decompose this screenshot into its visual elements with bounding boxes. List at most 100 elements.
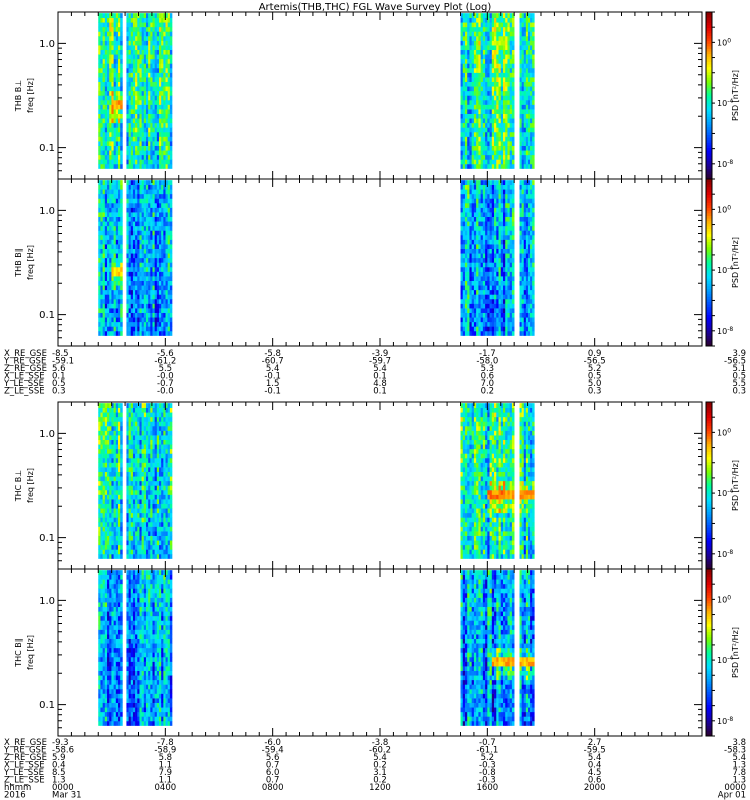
spectrogram-cell bbox=[128, 180, 132, 186]
spectrogram-cell bbox=[491, 141, 495, 146]
spectrogram-cell bbox=[115, 159, 119, 165]
spectrogram-cell bbox=[100, 289, 103, 295]
spectrogram-cell bbox=[469, 266, 472, 272]
spectrogram-cell bbox=[145, 330, 149, 336]
spectrogram-cell bbox=[130, 225, 134, 231]
spectrogram-cell bbox=[480, 257, 484, 263]
spectrogram-cell bbox=[141, 136, 145, 142]
spectrogram-cell bbox=[462, 45, 466, 51]
spectrogram-cell bbox=[476, 40, 479, 46]
spectrogram-cell bbox=[98, 122, 101, 128]
spectrogram-cell bbox=[126, 553, 129, 559]
spectrogram-cell bbox=[482, 321, 486, 327]
spectrogram-cell bbox=[496, 180, 499, 186]
spectrogram-cell bbox=[462, 253, 466, 259]
spectrogram-cell bbox=[485, 58, 488, 64]
spectrogram-cell bbox=[98, 457, 101, 463]
spectrogram-cell bbox=[502, 54, 506, 60]
spectrogram-cell bbox=[523, 289, 527, 295]
spectrogram-cell bbox=[532, 99, 535, 105]
spectrogram-cell bbox=[107, 40, 110, 46]
spectrogram-cell bbox=[118, 77, 121, 82]
spectrogram-thb-bpar bbox=[98, 180, 535, 336]
spectrogram-cell bbox=[148, 54, 151, 60]
spectrogram-cell bbox=[460, 31, 464, 37]
spectrogram-cell bbox=[128, 118, 132, 124]
spectrogram-cell bbox=[487, 22, 490, 28]
spectrogram-cell bbox=[137, 271, 140, 277]
spectrogram-cell bbox=[521, 184, 525, 190]
spectrogram-cell bbox=[163, 330, 166, 336]
spectrogram-cell bbox=[511, 207, 515, 213]
spectrogram-cell bbox=[100, 430, 103, 436]
spectrogram-cell bbox=[141, 127, 145, 133]
spectrogram-cell bbox=[120, 289, 123, 295]
spectrogram-cell bbox=[111, 317, 114, 323]
spectrogram-cell bbox=[132, 86, 136, 92]
spectrogram-cell bbox=[489, 67, 493, 73]
spectrogram-cell bbox=[523, 312, 527, 318]
spectrogram-cell bbox=[98, 49, 101, 55]
spectrogram-cell bbox=[156, 109, 160, 114]
spectrogram-cell bbox=[139, 72, 142, 78]
spectrogram-cell bbox=[482, 248, 486, 254]
spectrogram-cell bbox=[521, 207, 525, 213]
spectrogram-cell bbox=[98, 72, 101, 78]
spectrogram-cell bbox=[126, 203, 129, 208]
spectrogram-cell bbox=[163, 253, 166, 259]
spectrogram-cell bbox=[156, 321, 160, 327]
spectrogram-cell bbox=[480, 234, 484, 240]
spectrogram-cell bbox=[132, 58, 136, 64]
spectrogram-cell bbox=[130, 207, 134, 213]
spectrogram-cell bbox=[128, 203, 132, 208]
spectrogram-cell bbox=[115, 544, 119, 550]
spectrogram-cell bbox=[165, 212, 168, 218]
spectrogram-cell bbox=[115, 31, 119, 37]
spectrogram-cell bbox=[107, 81, 110, 87]
spectrogram-cell bbox=[167, 163, 171, 169]
spectrogram-cell bbox=[109, 212, 112, 218]
spectrogram-cell bbox=[130, 239, 134, 245]
spectrogram-cell bbox=[511, 22, 515, 28]
spectrogram-cell bbox=[126, 54, 129, 60]
spectrogram-cell bbox=[107, 462, 110, 468]
spectrogram-cell bbox=[130, 244, 134, 249]
spectrogram-cell bbox=[120, 189, 123, 195]
spectrogram-cell bbox=[143, 99, 147, 105]
spectrogram-cell bbox=[137, 136, 140, 142]
spectrogram-cell bbox=[478, 271, 481, 277]
spectrogram-cell bbox=[109, 17, 112, 23]
spectrogram-cell bbox=[107, 476, 110, 482]
spectrogram-cell bbox=[498, 122, 502, 128]
spectrogram-cell bbox=[135, 86, 138, 92]
spectrogram-cell bbox=[507, 49, 510, 55]
spectrogram-cell bbox=[111, 540, 114, 546]
spectrogram-cell bbox=[482, 49, 486, 55]
spectrogram-cell bbox=[464, 212, 468, 218]
spectrogram-cell bbox=[482, 150, 486, 156]
spectrogram-cell bbox=[152, 276, 155, 281]
spectrogram-cell bbox=[496, 216, 499, 222]
spectrogram-cell bbox=[104, 154, 108, 160]
spectrogram-cell bbox=[102, 104, 106, 110]
spectrogram-cell bbox=[521, 40, 525, 46]
spectrogram-cell bbox=[132, 321, 136, 327]
spectrogram-cell bbox=[507, 131, 510, 137]
spectrogram-cell bbox=[139, 31, 142, 37]
spectrogram-cell bbox=[100, 517, 103, 523]
spectrogram-cell bbox=[471, 294, 475, 300]
spectrogram-cell bbox=[132, 198, 136, 204]
spectrogram-cell bbox=[527, 321, 531, 327]
spectrogram-cell bbox=[502, 113, 506, 119]
spectrogram-cell bbox=[521, 189, 525, 195]
spectrogram-cell bbox=[525, 230, 529, 236]
spectrogram-cell bbox=[496, 122, 499, 128]
spectrogram-cell bbox=[150, 81, 153, 87]
spectrogram-cell bbox=[143, 22, 147, 28]
spectrogram-cell bbox=[113, 150, 117, 156]
spectrogram-cell bbox=[505, 40, 508, 46]
spectrogram-cell bbox=[113, 22, 117, 28]
spectrogram-cell bbox=[165, 131, 168, 137]
spectrogram-cell bbox=[523, 13, 527, 19]
spectrogram-cell bbox=[113, 221, 117, 227]
